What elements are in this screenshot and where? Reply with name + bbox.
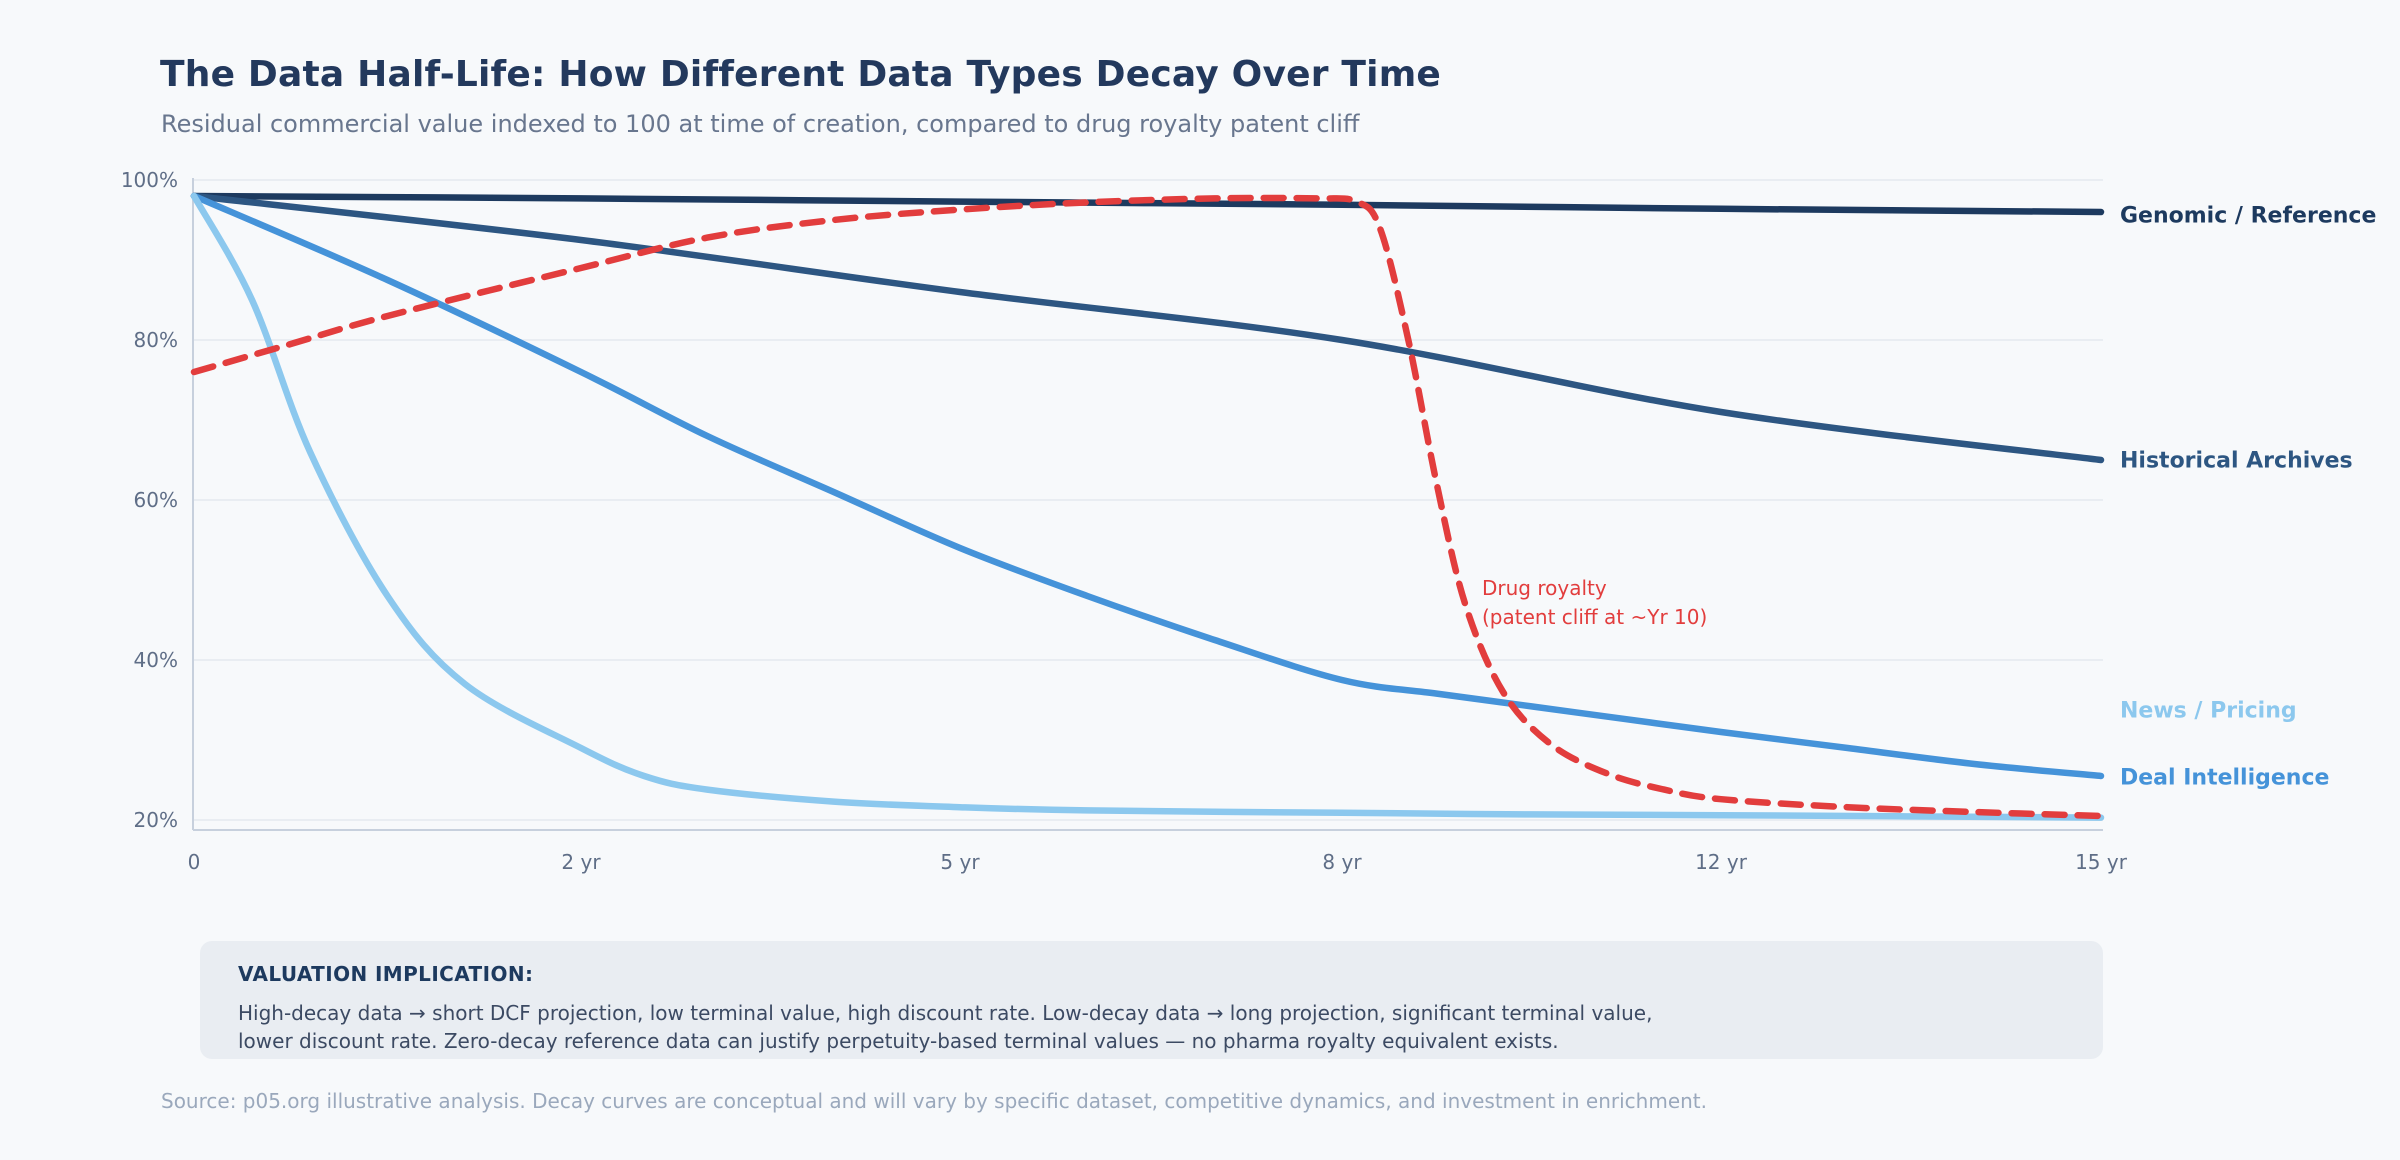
historical-archives-line bbox=[190, 192, 2105, 464]
note-box-line-1: High-decay data → short DCF projection, … bbox=[238, 1001, 1653, 1025]
note-box-title: VALUATION IMPLICATION: bbox=[238, 962, 534, 986]
deal-intelligence-line bbox=[190, 192, 2105, 780]
y-tick-label: 100% bbox=[121, 168, 178, 192]
x-tick-label: 5 yr bbox=[940, 850, 980, 874]
x-tick-label: 2 yr bbox=[561, 850, 601, 874]
label-news-pricing: News / Pricing bbox=[2120, 699, 2297, 724]
series-end-labels: Genomic / Reference Historical Archives … bbox=[2120, 204, 2376, 791]
label-genomic-reference: Genomic / Reference bbox=[2120, 204, 2376, 229]
annotation-line-1: Drug royalty bbox=[1482, 576, 1607, 600]
x-axis-tick-labels: 0 2 yr 5 yr 8 yr 12 yr 15 yr bbox=[188, 850, 2128, 874]
y-tick-label: 20% bbox=[134, 808, 178, 832]
source-note: Source: p05.org illustrative analysis. D… bbox=[161, 1089, 1708, 1113]
y-tick-label: 60% bbox=[134, 488, 178, 512]
valuation-note-box: VALUATION IMPLICATION: High-decay data →… bbox=[200, 941, 2103, 1059]
y-tick-label: 80% bbox=[134, 328, 178, 352]
y-tick-label: 40% bbox=[134, 648, 178, 672]
annotation-line-2: (patent cliff at ~Yr 10) bbox=[1482, 605, 1707, 629]
x-tick-label: 0 bbox=[188, 850, 201, 874]
x-tick-label: 12 yr bbox=[1695, 850, 1748, 874]
page-subtitle: Residual commercial value indexed to 100… bbox=[161, 110, 1360, 138]
note-box-line-2: lower discount rate. Zero-decay referenc… bbox=[238, 1029, 1559, 1053]
x-tick-label: 15 yr bbox=[2075, 850, 2128, 874]
news-pricing-line bbox=[190, 192, 2105, 821]
drug-royalty-annotation: Drug royalty (patent cliff at ~Yr 10) bbox=[1482, 576, 1707, 629]
gridlines bbox=[193, 179, 2103, 821]
series-lines bbox=[190, 192, 2105, 821]
label-deal-intelligence: Deal Intelligence bbox=[2120, 766, 2329, 791]
drug-royalty-line bbox=[190, 194, 2105, 820]
decay-line-chart: 100% 80% 60% 40% 20% 0 2 yr 5 yr 8 yr 12… bbox=[121, 168, 2377, 874]
label-historical-archives: Historical Archives bbox=[2120, 449, 2353, 474]
x-tick-label: 8 yr bbox=[1322, 850, 1362, 874]
page-title: The Data Half-Life: How Different Data T… bbox=[160, 54, 1442, 95]
y-axis-tick-labels: 100% 80% 60% 40% 20% bbox=[121, 168, 178, 832]
